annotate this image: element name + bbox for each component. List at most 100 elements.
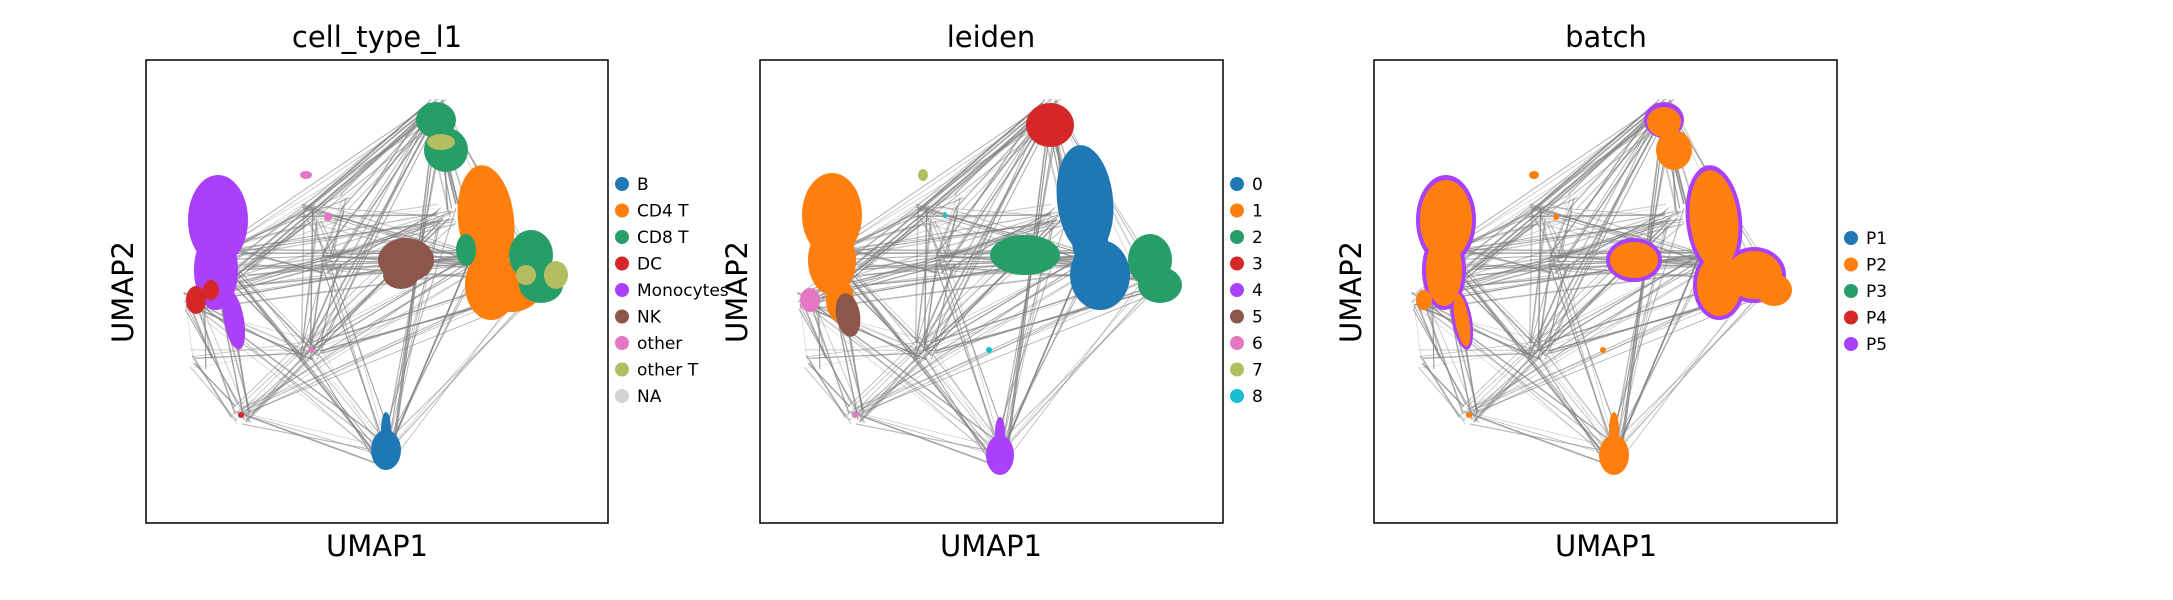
paga-edge [851,110,1048,280]
plot-frame [759,59,1224,524]
paga-edge [305,349,387,446]
legend-marker [615,389,629,403]
paga-edge [1566,119,1654,255]
legend-label: 5 [1252,308,1263,328]
legend-label: NK [637,308,662,328]
paga-edge [1412,293,1422,361]
paga-edge [193,347,310,369]
paga-edge [191,269,490,311]
panel-title: leiden [947,20,1036,54]
plot-frame [145,59,609,524]
y-axis-label: UMAP2 [720,241,754,343]
paga-edge [300,214,438,218]
paga-edge [203,297,207,369]
cell-cluster [986,347,992,353]
paga-edge [226,218,456,254]
paga-edge [812,299,866,424]
cell-cluster [308,347,314,353]
paga-edge [1463,411,1619,459]
legend: 0 1 2 3 4 5 6 7 8 [1230,175,1263,407]
paga-edge [864,259,954,282]
x-axis-label: UMAP1 [326,529,428,563]
legend-marker [1230,283,1244,297]
paga-edge [215,98,439,251]
paga-edge [187,307,390,464]
paga-edge [989,290,1155,453]
paga-edge [199,302,305,361]
cell-cluster [1609,412,1619,448]
paga-edge [1527,263,1571,359]
paga-edge [1443,98,1667,251]
cell-cluster [544,261,568,289]
paga-edge [207,210,452,256]
paga-edge [237,107,429,269]
paga-edge [851,263,956,278]
paga-edge [865,112,1061,269]
paga-edge [316,116,428,360]
legend-marker [1230,336,1244,350]
paga-edge [914,214,1052,218]
paga-edge [1418,366,1466,422]
paga-edge [934,220,955,259]
legend-marker [615,309,629,324]
paga-edge [806,340,930,357]
paga-edge [915,256,1087,343]
paga-edge [832,244,1006,459]
paga-edge [244,355,314,423]
cell-cluster [1420,180,1472,260]
paga-edge [952,119,1040,255]
paga-edge [922,341,1004,447]
paga-edge [935,115,1044,255]
paga-edge [998,111,1062,446]
paga-edge [1558,212,1573,255]
paga-edge [859,350,930,422]
paga-edge [319,205,344,262]
paga-edge [804,366,852,422]
paga-edge [993,288,1152,461]
paga-edge [860,254,1095,411]
paga-edge [1465,110,1662,280]
paga-edge [375,290,541,453]
cell-cluster [516,265,536,285]
paga-edge [1471,257,1706,271]
paga-edge [308,341,390,447]
cell-cluster [300,171,312,179]
cell-cluster [1600,347,1606,353]
paga-edge [1446,244,1620,459]
paga-edge [1421,306,1541,361]
legend-label: B [637,175,649,195]
legend-marker [615,203,629,218]
cell-cluster [1756,274,1792,306]
cell-cluster [986,435,1014,475]
legend-marker [1230,256,1244,271]
paga-edge [244,414,378,465]
panel-cell-type: cell_type_l1 UMAP1 UMAP2 B CD4 T CD8 T DC Mo… [106,20,729,563]
legend-label: P3 [1866,282,1887,302]
paga-edge [855,423,999,453]
paga-edge [1545,104,1673,352]
cell-cluster [238,412,244,418]
paga-edge [192,340,316,357]
legend-label: 0 [1252,175,1263,195]
paga-edge [193,362,237,407]
paga-edge [237,263,342,278]
paga-edge [310,206,329,273]
paga-edge [193,309,315,341]
paga-edge [185,305,238,405]
legend-marker [1230,177,1244,191]
cell-clusters [800,103,1182,475]
legend-label: P2 [1866,256,1887,276]
paga-edge [228,193,344,249]
paga-edge [807,309,929,341]
paga-edge [303,102,429,211]
paga-edge [817,297,821,369]
paga-edge [1549,115,1658,255]
legend-label: 3 [1252,255,1263,275]
paga-edge [807,362,851,407]
paga-edge [944,212,959,255]
cell-cluster [1416,290,1432,310]
paga-edge [1618,108,1665,462]
paga-edge [1536,341,1618,447]
paga-edge [1478,259,1568,282]
paga-edge [320,220,341,259]
